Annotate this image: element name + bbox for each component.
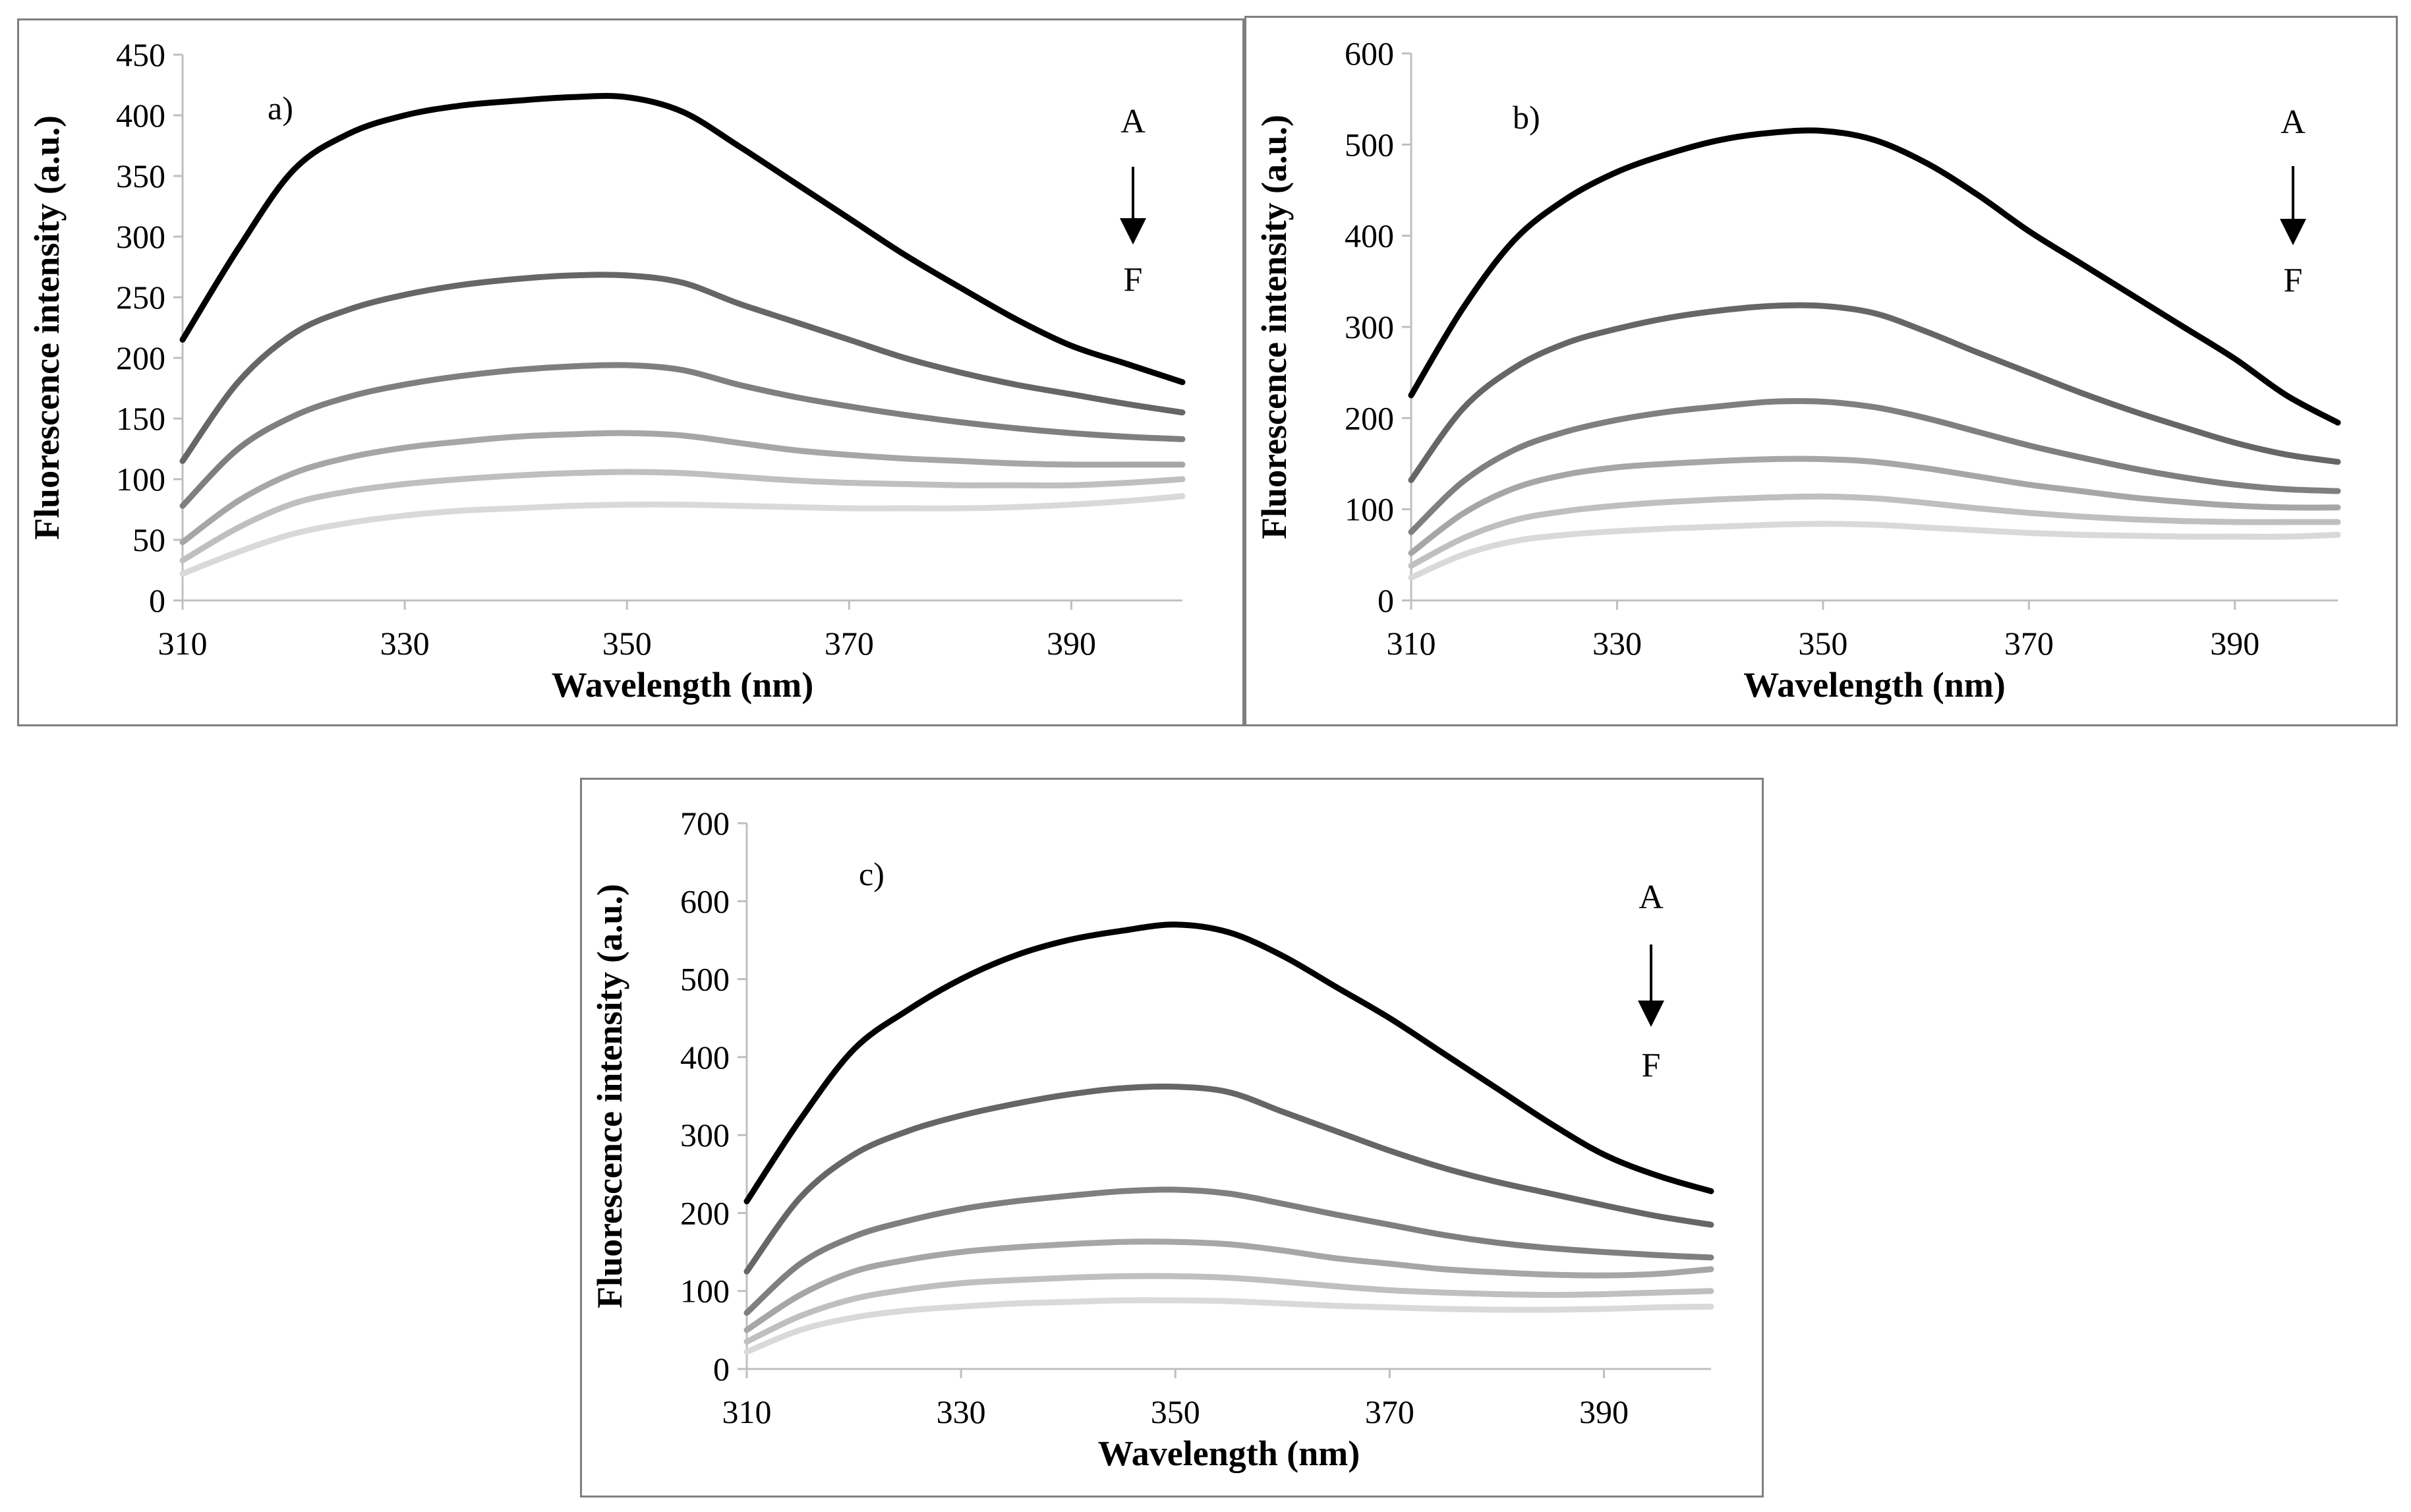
series-line-c-b	[743, 1083, 1714, 1275]
annotation-bottom-b: F	[2284, 262, 2303, 299]
y-tick-label-a: 400	[116, 97, 165, 134]
y-tick-label-c: 300	[680, 1117, 730, 1153]
y-axis-title-b: Fluorescence intensity (a.u.)	[1254, 115, 1294, 539]
series-line-c-a	[743, 921, 1714, 1205]
y-axis-title-a: Fluorescence intensity (a.u.)	[27, 115, 67, 540]
chart-c-svg: 0 100 200 300 400 500 600 700 310 330 350 370 390 Wav…	[590, 805, 1714, 1473]
y-tick-label-a: 250	[116, 279, 165, 316]
x-axis-title-c: Wavelength (nm)	[1098, 1434, 1360, 1473]
x-tick-label-a: 390	[1047, 625, 1096, 662]
series-line-a-b	[179, 272, 1186, 464]
panel-label-a: a)	[268, 90, 293, 127]
y-tick-label-b: 500	[1345, 126, 1394, 163]
series-line-c-f	[743, 1297, 1714, 1355]
annotation-top-a: A	[1120, 103, 1146, 140]
x-axis-title-b: Wavelength (nm)	[1743, 665, 2006, 705]
y-tick-label-c: 0	[713, 1351, 730, 1387]
y-tick-label-c: 400	[680, 1039, 730, 1076]
x-tick-label-b: 330	[1592, 625, 1642, 662]
y-tick-label-a: 200	[116, 339, 165, 376]
y-tick-label-a: 100	[116, 461, 165, 498]
series-line-a-f	[179, 493, 1186, 577]
panel-label-c: c)	[859, 856, 885, 892]
series-line-c-e	[743, 1273, 1714, 1345]
chart-panel-b: 0 100 200 300 400 500 600 310 330 350 370 390 Wavele…	[1244, 16, 2398, 726]
y-tick-label-b: 200	[1345, 399, 1394, 436]
series-line-b-b	[1408, 302, 2341, 483]
y-tick-label-c: 100	[680, 1273, 730, 1310]
x-axis-title-a: Wavelength (nm)	[552, 665, 814, 705]
arrow-down-icon	[2280, 219, 2306, 245]
series-line-b-a	[1408, 127, 2341, 426]
x-tick-label-b: 390	[2210, 625, 2259, 662]
x-tick-label-a: 310	[158, 625, 208, 662]
y-tick-label-c: 700	[680, 805, 730, 842]
series-line-a-d	[179, 430, 1186, 546]
x-tick-label-b: 350	[1798, 625, 1847, 662]
y-tick-label-c: 500	[680, 961, 730, 998]
chart-panel-c: 0 100 200 300 400 500 600 700 310 330 350 370 390 Wav…	[580, 778, 1764, 1497]
x-tick-label-c: 370	[1365, 1393, 1414, 1430]
y-tick-label-c: 200	[680, 1194, 730, 1231]
series-line-a-c	[179, 362, 1186, 509]
y-tick-label-a: 150	[116, 400, 165, 437]
series-line-b-e	[1408, 493, 2341, 569]
y-tick-label-c: 600	[680, 883, 730, 919]
x-tick-label-b: 310	[1387, 625, 1436, 662]
arrow-down-icon	[1638, 1001, 1664, 1027]
y-axis-title-c: Fluorescence intensity (a.u.)	[590, 884, 629, 1308]
y-tick-label-b: 600	[1345, 35, 1394, 72]
chart-a-svg: 0 50 100 150 200 250 300 350 400 450 310 330 350 370 3…	[27, 36, 1186, 705]
series-line-c-c	[743, 1186, 1714, 1316]
y-tick-label-a: 450	[116, 36, 165, 73]
y-tick-label-b: 300	[1345, 308, 1394, 345]
y-tick-label-b: 100	[1345, 491, 1394, 528]
series-line-b-c	[1408, 397, 2341, 535]
panel-label-b: b)	[1513, 99, 1540, 136]
chart-b-svg: 0 100 200 300 400 500 600 310 330 350 370 390 Wavele…	[1254, 35, 2341, 705]
y-tick-label-b: 0	[1378, 582, 1394, 619]
y-tick-label-a: 300	[116, 218, 165, 255]
annotation-top-c: A	[1639, 879, 1664, 916]
x-tick-label-a: 370	[825, 625, 874, 662]
x-tick-label-a: 330	[380, 625, 430, 662]
series-line-a-e	[179, 469, 1186, 564]
series-line-b-d	[1408, 455, 2341, 556]
x-tick-label-c: 310	[722, 1393, 772, 1430]
x-tick-label-a: 350	[602, 625, 652, 662]
series-line-c-d	[743, 1238, 1714, 1333]
annotation-top-b: A	[2280, 103, 2306, 141]
y-tick-label-a: 350	[116, 158, 165, 194]
annotation-bottom-c: F	[1642, 1047, 1661, 1084]
x-tick-label-b: 370	[2004, 625, 2054, 662]
x-tick-label-c: 330	[937, 1393, 986, 1430]
y-tick-label-a: 0	[149, 582, 165, 619]
y-tick-label-b: 400	[1345, 218, 1394, 254]
series-line-a-a	[179, 93, 1186, 386]
x-tick-label-c: 390	[1579, 1393, 1629, 1430]
annotation-bottom-a: F	[1124, 261, 1143, 299]
chart-panel-a: 0 50 100 150 200 250 300 350 400 450 310 330 350 370 3…	[17, 18, 1244, 726]
arrow-down-icon	[1120, 218, 1146, 245]
series-line-b-f	[1408, 521, 2341, 581]
x-tick-label-c: 350	[1151, 1393, 1200, 1430]
y-tick-label-a: 50	[132, 521, 165, 558]
